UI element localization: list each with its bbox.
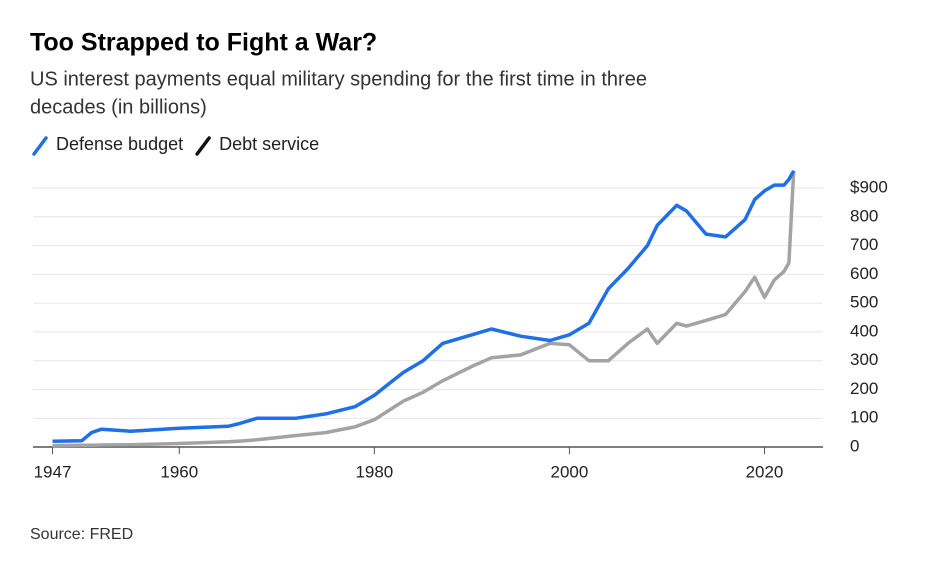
chart-subtitle: decades (in billions) [30, 96, 207, 118]
x-tick-label: 1980 [355, 462, 393, 481]
series-line [52, 170, 796, 448]
source: Source: FRED [30, 526, 133, 543]
series-line [52, 169, 796, 443]
x-tick-label: 1960 [160, 462, 198, 481]
x-tick-label: 2020 [746, 462, 784, 481]
y-tick-label: 600 [850, 264, 878, 283]
y-tick-label: 700 [850, 235, 878, 254]
legend-label: Debt service [219, 134, 319, 154]
chart-title: Too Strapped to Fight a War? [30, 29, 377, 57]
y-tick-label: 800 [850, 206, 878, 225]
y-tick-label: $900 [850, 178, 888, 197]
legend-swatch [195, 136, 211, 156]
x-tick-label: 2000 [551, 462, 589, 481]
y-tick-label: 400 [850, 321, 878, 340]
y-tick-label: 500 [850, 293, 878, 312]
y-tick-label: 300 [850, 350, 878, 369]
y-tick-label: 0 [850, 436, 859, 455]
legend-swatch [32, 136, 48, 156]
y-tick-label: 100 [850, 408, 878, 427]
y-tick-label: 200 [850, 379, 878, 398]
legend-label: Defense budget [56, 134, 183, 154]
chart-subtitle: US interest payments equal military spen… [30, 68, 647, 90]
x-tick-label: 1947 [34, 462, 72, 481]
